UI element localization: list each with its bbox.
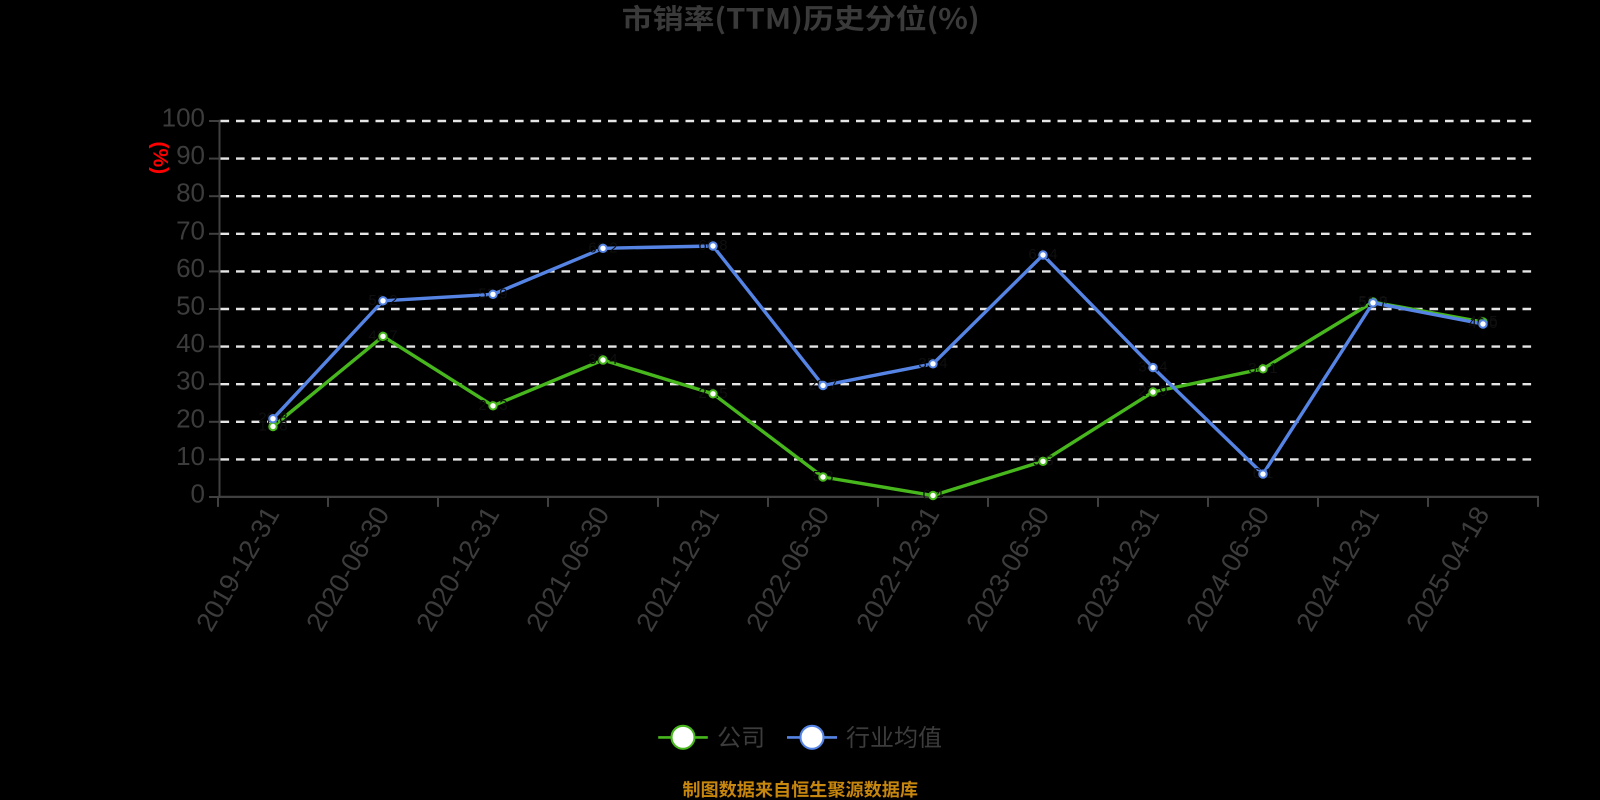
svg-text:100: 100 bbox=[162, 103, 205, 133]
svg-text:(%): (%) bbox=[149, 142, 172, 175]
svg-text:10: 10 bbox=[176, 441, 205, 471]
svg-text:80: 80 bbox=[176, 178, 205, 208]
svg-text:50: 50 bbox=[176, 291, 205, 321]
svg-text:70: 70 bbox=[176, 215, 205, 245]
svg-text:30: 30 bbox=[176, 366, 205, 396]
svg-text:20: 20 bbox=[176, 403, 205, 433]
svg-text:90: 90 bbox=[176, 140, 205, 170]
svg-text:40: 40 bbox=[176, 328, 205, 358]
svg-text:60: 60 bbox=[176, 253, 205, 283]
svg-text:0: 0 bbox=[191, 479, 205, 509]
